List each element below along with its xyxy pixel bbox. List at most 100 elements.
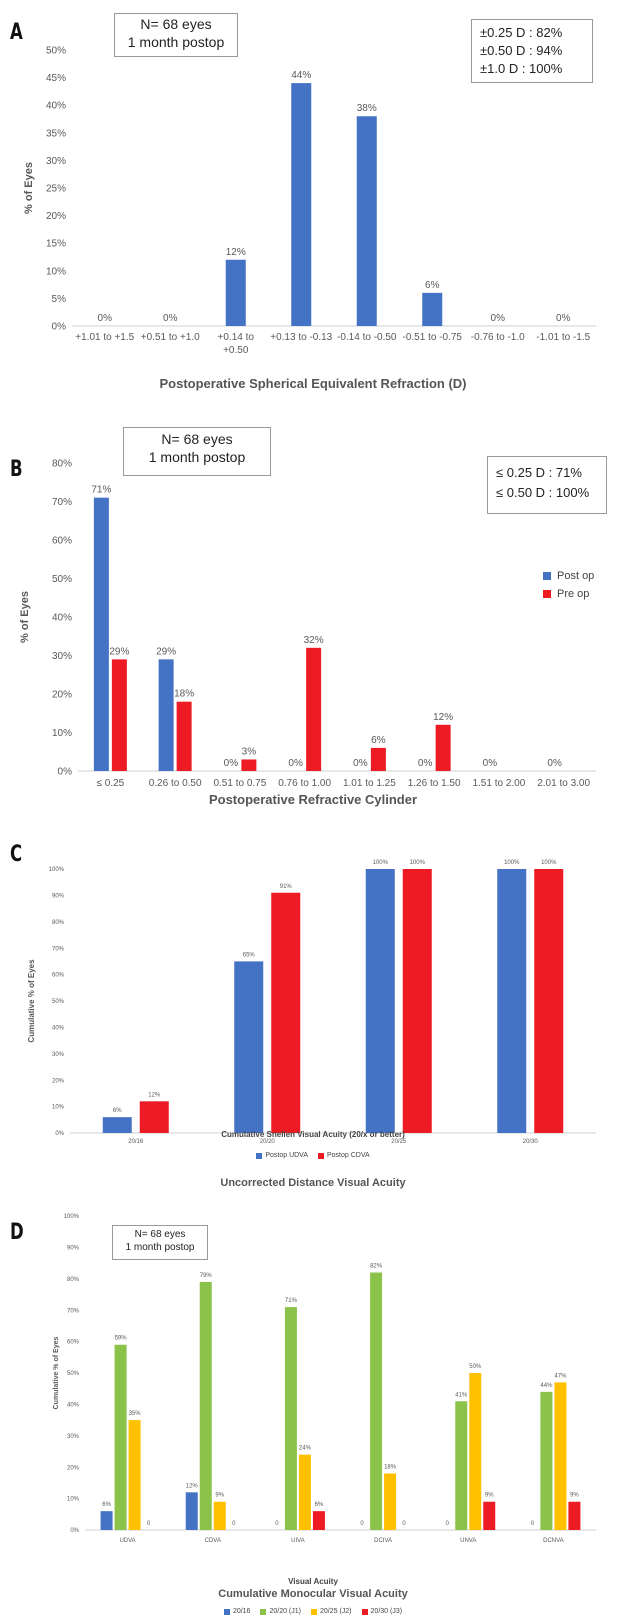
stats-box-a-line-2: ±0.50 D : 94% — [480, 43, 563, 59]
legend-label-20-20: 20/20 (J1) — [269, 1608, 301, 1615]
chart-a-category-label: +0.50 — [223, 345, 249, 356]
chart-d-data-label: 0 — [275, 1521, 279, 1527]
chart-b-data-label: 0% — [483, 758, 498, 769]
chart-d-bar — [455, 1401, 468, 1530]
legend-label-20-25: 20/25 (J2) — [320, 1608, 352, 1615]
info-box-d-line-1: N= 68 eyes — [134, 1229, 186, 1240]
chart-c-data-label: 65% — [243, 952, 256, 958]
chart-b-category-label: 0.26 to 0.50 — [149, 778, 202, 789]
chart-d-title: Cumulative Monocular Visual Acuity — [218, 1588, 408, 1600]
chart-b-category-label: 2.01 to 3.00 — [537, 778, 590, 789]
legend-d: 20/16 20/20 (J1) 20/25 (J2) 20/30 (J3) — [0, 1608, 626, 1615]
chart-b-bar — [93, 497, 109, 771]
chart-d-bar — [483, 1501, 496, 1530]
info-box-b-line-2: 1 month postop — [148, 448, 246, 465]
chart-d-category-label: DCIVA — [374, 1538, 392, 1544]
chart-c-data-label: 100% — [373, 860, 389, 866]
chart-a-bar — [422, 292, 443, 326]
stats-box-b-line-2: ≤ 0.50 D : 100% — [496, 485, 590, 501]
chart-d-data-label: 0 — [147, 1521, 151, 1527]
chart-c-category-label: 20/20 — [260, 1139, 276, 1145]
panel-label-b: B — [10, 457, 23, 482]
chart-a-xlabel: Postoperative Spherical Equivalent Refra… — [159, 376, 467, 391]
chart-d-data-label: 35% — [129, 1411, 142, 1417]
stats-box-b-line-1: ≤ 0.25 D : 71% — [496, 465, 582, 480]
chart-d-bar — [568, 1501, 581, 1530]
chart-c-bar — [271, 892, 301, 1133]
chart-a-ytick-label: 40% — [46, 101, 66, 112]
chart-b-bar — [435, 724, 451, 771]
chart-b-data-label: 32% — [304, 635, 324, 646]
panel-label-a: A — [10, 20, 23, 45]
legend-b: Post op Pre op — [543, 570, 594, 606]
chart-b-bar — [306, 647, 322, 771]
chart-a-ytick-label: 10% — [46, 266, 66, 277]
chart-a-data-label: 0% — [556, 313, 571, 324]
chart-d-ytick-label: 70% — [67, 1308, 80, 1314]
chart-c: 0% 10% 20% 30% 40% 50% 60% 70% 80% 90% 100% Cumulat… — [27, 860, 596, 1145]
chart-d-bar — [370, 1272, 383, 1530]
chart-b-ylabel: % of Eyes — [19, 591, 31, 643]
chart-a-data-label: 6% — [425, 280, 440, 291]
chart-c-ytick-label: 20% — [52, 1078, 65, 1084]
chart-b-data-label: 3% — [242, 746, 257, 757]
legend-item-20-30: 20/30 (J3) — [361, 1608, 402, 1615]
chart-a-data-label: 38% — [357, 103, 377, 114]
chart-a-data-label: 0% — [491, 313, 506, 324]
chart-c-xlabel: Cumulative Snellen Visual Acuity (20/x o… — [221, 1130, 405, 1139]
chart-b-data-label: 0% — [418, 758, 433, 769]
legend-item-pre-op: Pre op — [543, 588, 594, 600]
info-box-b: N= 68 eyes 1 month postop — [123, 427, 271, 476]
chart-d-bar — [185, 1492, 198, 1530]
chart-c-ytick-label: 30% — [52, 1052, 65, 1058]
chart-b-category-label: ≤ 0.25 — [97, 778, 125, 789]
chart-d-bar — [128, 1420, 141, 1530]
chart-a-ytick-label: 20% — [46, 211, 66, 222]
chart-d-data-label: 0 — [232, 1521, 236, 1527]
chart-d: 0% 10% 20% 30% 40% 50% 60% 70% 80% 90% 100% Cumulat… — [53, 1214, 596, 1544]
chart-d-data-label: 18% — [384, 1464, 397, 1470]
chart-b-ytick-label: 20% — [52, 690, 72, 701]
chart-a-category-label: -0.76 to -1.0 — [471, 332, 525, 343]
chart-b-data-label: 18% — [174, 689, 194, 700]
legend-c: Postop UDVA Postop CDVA — [0, 1152, 626, 1159]
chart-c-data-label: 91% — [280, 884, 293, 890]
legend-item-postop-cdva: Postop CDVA — [318, 1152, 370, 1159]
chart-b: 0% 10% 20% 30% 40% 50% 60% 70% 80% % of Eyes 71% 29… — [19, 459, 596, 789]
chart-b-data-label: 0% — [547, 758, 562, 769]
chart-b-ytick-label: 60% — [52, 536, 72, 547]
chart-c-ytick-label: 10% — [52, 1105, 65, 1111]
legend-item-20-20: 20/20 (J1) — [260, 1608, 301, 1615]
chart-d-xlabel: Visual Acuity — [288, 1577, 338, 1586]
chart-b-data-label: 0% — [288, 758, 303, 769]
chart-a-category-label: -1.01 to -1.5 — [536, 332, 590, 343]
chart-c-data-label: 100% — [410, 860, 426, 866]
chart-d-bar — [284, 1307, 297, 1530]
info-box-a-line-1: N= 68 eyes — [140, 16, 212, 32]
chart-c-ytick-label: 0% — [55, 1131, 64, 1137]
chart-a-ytick-label: 0% — [52, 322, 67, 333]
chart-b-ytick-label: 50% — [52, 574, 72, 585]
legend-swatch-20-25 — [311, 1608, 317, 1615]
chart-c-data-label: 12% — [148, 1092, 161, 1098]
chart-c-bar — [139, 1101, 169, 1133]
legend-item-postop-udva: Postop UDVA — [256, 1152, 308, 1159]
chart-a-ytick-label: 5% — [52, 294, 67, 305]
chart-b-bar — [111, 659, 127, 771]
chart-d-data-label: 71% — [285, 1298, 298, 1304]
info-box-a-line-2: 1 month postop — [127, 33, 225, 50]
chart-c-ytick-label: 70% — [52, 946, 65, 952]
chart-c-data-label: 100% — [504, 860, 520, 866]
chart-d-data-label: 59% — [115, 1336, 128, 1342]
chart-b-title: Postoperative Refractive Cylinder — [208, 792, 418, 807]
chart-a: 0% 5% 10% 15% 20% 25% 30% 35% 40% 45% 50% % of Eyes… — [23, 46, 596, 356]
chart-b-ytick-label: 40% — [52, 613, 72, 624]
chart-b-data-label: 71% — [91, 485, 111, 496]
chart-d-data-label: 0 — [402, 1521, 406, 1527]
legend-swatch-post-op — [543, 572, 551, 580]
chart-d-bar — [213, 1501, 226, 1530]
chart-d-data-label: 24% — [299, 1446, 312, 1452]
stats-box-b: ≤ 0.25 D : 71% ≤ 0.50 D : 100% — [487, 456, 607, 514]
chart-d-data-label: 47% — [554, 1373, 567, 1379]
chart-a-ytick-label: 15% — [46, 239, 66, 250]
